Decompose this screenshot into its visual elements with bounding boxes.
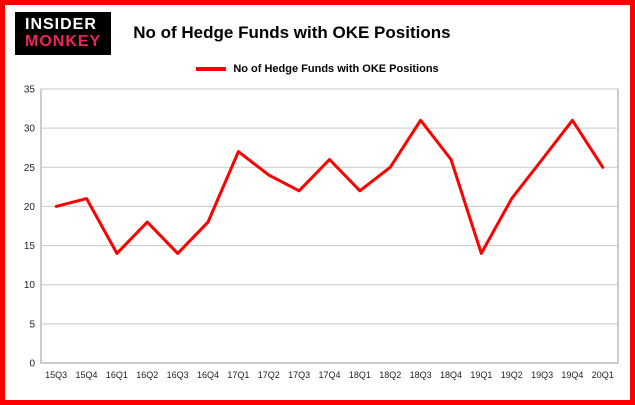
- x-axis-label-19Q1: 19Q1: [470, 370, 492, 380]
- y-axis-label-0: 0: [29, 358, 35, 369]
- series-line-hedge-funds: [54, 118, 605, 255]
- y-axis-label-30: 30: [24, 123, 36, 134]
- chart-title: No of Hedge Funds with OKE Positions: [133, 23, 451, 43]
- legend-label: No of Hedge Funds with OKE Positions: [233, 62, 439, 75]
- x-axis-label-15Q4: 15Q4: [76, 370, 98, 380]
- x-axis-label-15Q3: 15Q3: [45, 370, 67, 380]
- logo-text-monkey: MONKEY: [25, 32, 102, 50]
- x-axis-label-18Q4: 18Q4: [440, 370, 462, 380]
- x-axis-label-17Q3: 17Q3: [288, 370, 310, 380]
- x-axis-label-18Q2: 18Q2: [379, 370, 401, 380]
- legend: No of Hedge Funds with OKE Positions: [5, 61, 630, 77]
- y-axis-label-25: 25: [24, 162, 36, 173]
- x-axis-label-17Q2: 17Q2: [258, 370, 280, 380]
- legend-line-swatch: [196, 66, 227, 71]
- x-axis-label-16Q3: 16Q3: [167, 370, 189, 380]
- line-chart: 0 5 10 15 20 25 30 35 15Q3 15Q4 16Q1 16Q2 16Q3 16Q4 17…: [24, 84, 619, 380]
- y-axis-label-10: 10: [24, 280, 36, 291]
- chart-area: 0 5 10 15 20 25 30 35 15Q3 15Q4 16Q1 16Q2 16Q3 16Q4 17…: [5, 77, 630, 398]
- y-axis-label-5: 5: [29, 319, 35, 330]
- x-axis-label-19Q3: 19Q3: [531, 370, 553, 380]
- x-axis-label-17Q1: 17Q1: [227, 370, 249, 380]
- x-axis-label-18Q3: 18Q3: [410, 370, 432, 380]
- logo-text-insider: INSIDER: [25, 16, 97, 33]
- insider-monkey-logo: INSIDER MONKEY: [15, 12, 112, 55]
- y-axis-label-15: 15: [24, 241, 36, 252]
- y-axis-label-20: 20: [24, 202, 36, 213]
- x-axis-label-16Q2: 16Q2: [136, 370, 158, 380]
- x-axis-label-20Q1: 20Q1: [592, 370, 614, 380]
- x-axis-label-16Q1: 16Q1: [106, 370, 128, 380]
- x-axis-label-19Q4: 19Q4: [561, 370, 583, 380]
- x-axis-label-17Q4: 17Q4: [318, 370, 340, 380]
- x-axis-label-18Q1: 18Q1: [349, 370, 371, 380]
- header: INSIDER MONKEY No of Hedge Funds with OK…: [5, 5, 630, 55]
- y-axis-label-35: 35: [24, 84, 36, 95]
- plot-area: [40, 88, 619, 364]
- x-axis-label-19Q2: 19Q2: [501, 370, 523, 380]
- x-axis-label-16Q4: 16Q4: [197, 370, 219, 380]
